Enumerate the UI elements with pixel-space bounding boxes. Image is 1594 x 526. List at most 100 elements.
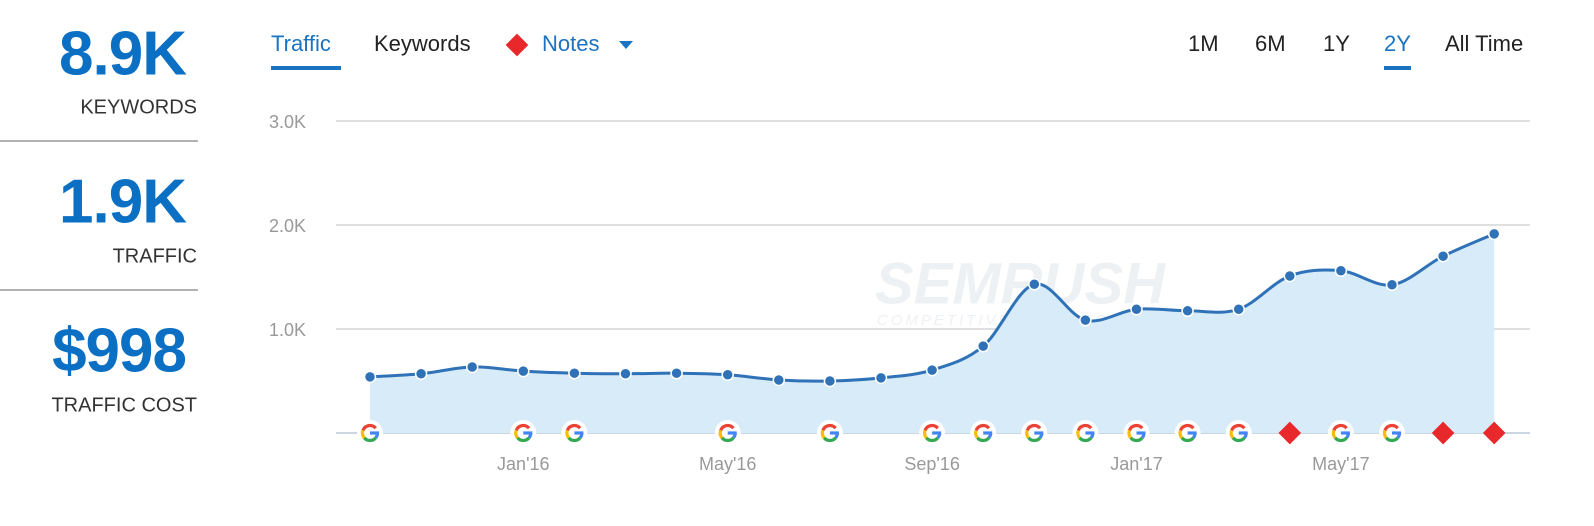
google-update-icon: [1123, 420, 1150, 446]
icon-arc: [1179, 423, 1195, 432]
point: [1334, 264, 1348, 278]
google-update-icon: [1174, 420, 1201, 446]
icon-arc: [514, 429, 519, 439]
icon-arc: [974, 429, 979, 439]
x-tick-label: Jan'17: [1110, 454, 1162, 474]
point: [1028, 278, 1041, 291]
point: [517, 364, 530, 378]
range[interactable]: All Time: [1445, 31, 1523, 56]
point: [721, 368, 734, 382]
range-underline: [1384, 66, 1411, 70]
icon-arc: [565, 423, 582, 432]
icon-arc: [516, 436, 531, 443]
icon-arc: [1382, 429, 1388, 439]
point: [619, 367, 632, 380]
icon-arc: [821, 423, 837, 432]
google-update-icon: [357, 420, 383, 446]
google-update-icon: [919, 420, 946, 446]
point: [1487, 227, 1501, 241]
icon-arc: [976, 436, 991, 443]
google-update-icon: [1327, 420, 1354, 446]
icon-arc: [1180, 436, 1195, 443]
point: [670, 366, 683, 380]
icon-arc: [1385, 436, 1399, 443]
y-tick-label: 2.0K: [269, 216, 306, 236]
x-tick-label: May'17: [1312, 454, 1369, 474]
icon-arc: [1025, 429, 1030, 439]
tab[interactable]: Keywords: [374, 31, 471, 56]
range[interactable]: 1Y: [1323, 31, 1350, 56]
point: [465, 360, 479, 374]
icon-arc: [1129, 436, 1144, 443]
icon-arc: [565, 429, 570, 439]
icon-arc: [360, 429, 366, 439]
range[interactable]: 1M: [1188, 31, 1219, 56]
google-update-icon: [970, 420, 997, 446]
icon-arc: [720, 436, 735, 443]
point: [772, 373, 786, 387]
icon-arc: [719, 423, 735, 432]
dropdown-caret[interactable]: [619, 41, 633, 49]
icon-arc: [1027, 436, 1042, 443]
google-update-icon: [1072, 420, 1099, 446]
stat-value: $998: [52, 316, 186, 385]
point: [1130, 302, 1143, 316]
point: [823, 374, 837, 388]
stat-value: 1.9K: [59, 167, 187, 236]
icon-arc: [974, 423, 991, 432]
note-icon: [1431, 421, 1455, 445]
point: [874, 371, 888, 385]
icon-arc: [822, 436, 837, 443]
x-tick-label: Sep'16: [904, 454, 960, 474]
icon-arc: [925, 436, 940, 443]
icon-arc: [923, 423, 940, 432]
point: [414, 367, 428, 380]
point: [363, 370, 377, 384]
range[interactable]: 6M: [1255, 31, 1286, 56]
stat-value: 8.9K: [59, 19, 187, 88]
icon-arc: [567, 436, 582, 443]
icon-arc: [1333, 436, 1348, 443]
point: [1232, 302, 1245, 316]
tab[interactable]: Traffic: [271, 31, 331, 56]
icon-arc: [1230, 423, 1246, 432]
icon-arc: [1076, 423, 1093, 432]
icon-arc: [1076, 429, 1081, 439]
y-tick-label: 1.0K: [269, 320, 306, 340]
google-update-icon: [510, 420, 537, 446]
icon-arc: [514, 423, 531, 432]
icon-arc: [1025, 423, 1042, 432]
icon-arc: [820, 429, 826, 439]
point: [568, 366, 581, 380]
google-update-icon: [1021, 420, 1048, 446]
google-update-icon: [1225, 420, 1252, 446]
icon-arc: [718, 429, 724, 439]
google-update-icon: [1379, 420, 1405, 446]
note-icon: [1482, 421, 1506, 445]
icon-arc: [1178, 429, 1184, 439]
stat-label: TRAFFIC: [113, 245, 197, 267]
point: [1385, 278, 1399, 292]
stat-label: KEYWORDS: [80, 96, 197, 118]
tab[interactable]: Notes: [542, 31, 599, 56]
icon-arc: [1331, 429, 1337, 439]
icon-arc: [1127, 423, 1144, 432]
point: [1283, 269, 1297, 283]
icon-arc: [361, 423, 377, 432]
google-update-icon: [561, 420, 588, 446]
tab-underline: [271, 66, 341, 70]
area: [370, 233, 1495, 433]
icon-arc: [1332, 423, 1348, 432]
x-tick-label: May'16: [699, 454, 756, 474]
point: [976, 339, 990, 353]
note-icon: [1278, 421, 1302, 445]
point: [1181, 304, 1194, 318]
point: [925, 363, 939, 377]
range[interactable]: 2Y: [1384, 31, 1411, 56]
note-icon: [505, 33, 529, 57]
icon-arc: [923, 429, 928, 439]
icon-arc: [363, 436, 377, 443]
icon-arc: [1231, 436, 1246, 443]
x-tick-label: Jan'16: [497, 454, 549, 474]
